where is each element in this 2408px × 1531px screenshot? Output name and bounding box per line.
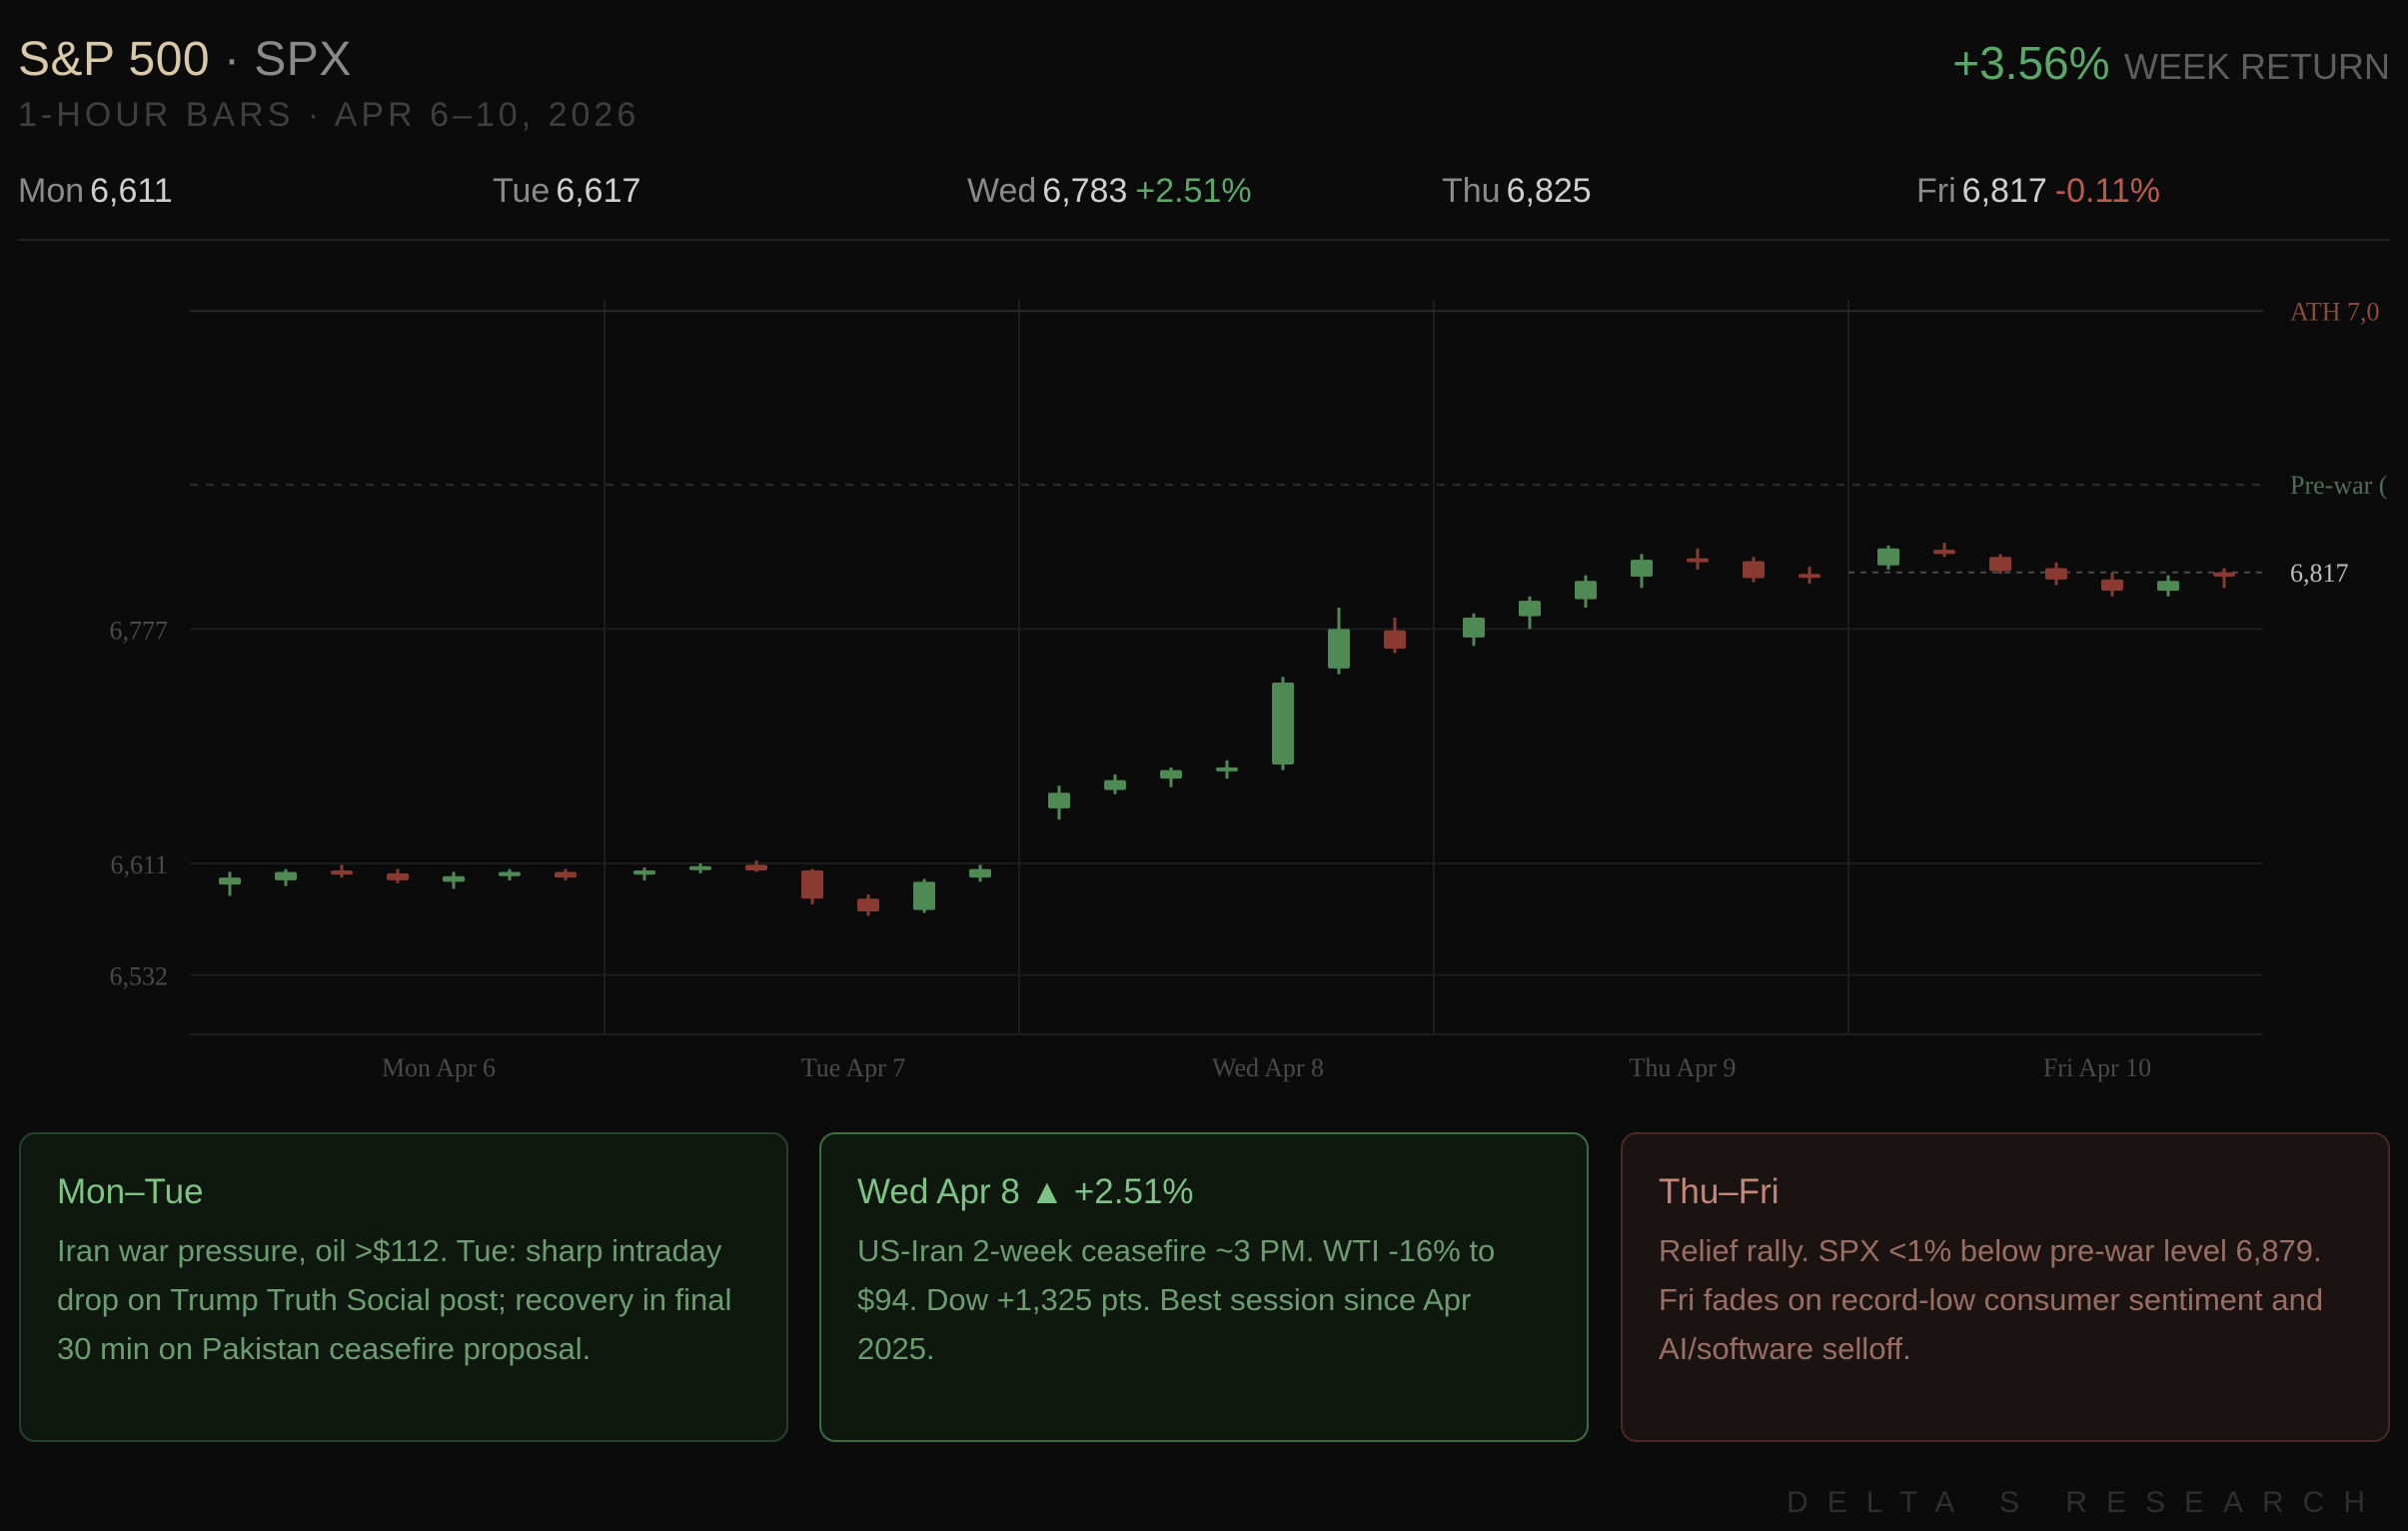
- candle-up: [913, 881, 935, 910]
- index-name: S&P 500: [18, 33, 211, 86]
- card-body: US-Iran 2-week ceasefire ~3 PM. WTI -16%…: [857, 1233, 1496, 1366]
- day-summary-tue: Tue 6,617: [493, 172, 640, 211]
- daily-summary-row: Mon 6,611 Tue 6,617 Wed 6,783 +2.51% Thu 6,82…: [18, 168, 2390, 228]
- x-tick-label: Wed Apr 8: [1212, 1053, 1324, 1082]
- day-summary-thu: Thu 6,825: [1442, 172, 1592, 211]
- candle-up: [1216, 766, 1238, 771]
- note-card-mon-tue: Mon–Tue Iran war pressure, oil >$112. Tu…: [19, 1132, 788, 1442]
- day-name: Fri: [1916, 172, 1956, 210]
- candle-down: [801, 870, 823, 899]
- candle-down: [1743, 561, 1765, 579]
- candle-down: [745, 864, 767, 871]
- candle-up: [275, 871, 297, 880]
- candle-up: [1575, 581, 1597, 600]
- day-change: -0.11%: [2054, 172, 2160, 210]
- candle-up: [1328, 629, 1350, 669]
- candle-up: [1519, 601, 1541, 617]
- header: S&P 500 · SPX 1-HOUR BARS · APR 6–10, 20…: [18, 24, 2390, 144]
- last-price-line-label: 6,817: [2290, 559, 2349, 588]
- card-title: Thu–Fri: [1659, 1172, 1780, 1211]
- ath-line-label: ATH 7,0: [2290, 297, 2380, 326]
- day-summary-fri: Fri 6,817 -0.11%: [1916, 172, 2160, 211]
- note-card-thu-fri: Thu–Fri Relief rally. SPX <1% below pre-…: [1621, 1132, 2390, 1442]
- candle-down: [2045, 568, 2067, 580]
- candle-down: [1384, 630, 1406, 650]
- card-title: Mon–Tue: [57, 1172, 204, 1211]
- day-summary-wed: Wed 6,783 +2.51%: [967, 172, 1252, 211]
- candle-up: [1160, 769, 1182, 779]
- candle-down: [1933, 550, 1955, 555]
- candle-up: [689, 865, 711, 870]
- card-body: Relief rally. SPX <1% below pre-war leve…: [1659, 1233, 2324, 1366]
- day-close: 6,617: [556, 172, 641, 210]
- chart-subtitle: 1-HOUR BARS · APR 6–10, 2026: [18, 96, 640, 134]
- day-name: Tue: [493, 172, 551, 210]
- page-title: S&P 500 · SPX: [18, 32, 352, 87]
- day-name: Thu: [1442, 172, 1501, 210]
- note-card-wed: Wed Apr 8 ▲ +2.51% US-Iran 2-week ceasef…: [819, 1132, 1589, 1442]
- y-tick-label: 6,532: [110, 962, 169, 991]
- ticker-symbol: SPX: [254, 33, 352, 86]
- week-return: +3.56% WEEK RETURN: [1952, 36, 2390, 90]
- x-tick-label: Thu Apr 9: [1630, 1053, 1737, 1082]
- card-body: Iran war pressure, oil >$112. Tue: sharp…: [57, 1233, 732, 1366]
- candle-up: [1463, 618, 1485, 638]
- day-name: Wed: [967, 172, 1037, 210]
- day-summary-mon: Mon 6,611: [18, 172, 173, 211]
- footer-brand: DELTA S RESEARCH: [1787, 1486, 2384, 1519]
- y-tick-label: 6,777: [110, 616, 169, 645]
- title-separator: ·: [223, 33, 241, 86]
- y-tick-label: 6,611: [110, 850, 168, 879]
- candle-up: [1048, 792, 1070, 808]
- day-close: 6,783: [1042, 172, 1128, 210]
- candle-up: [1877, 548, 1899, 566]
- candle-down: [387, 872, 409, 880]
- week-return-label: WEEK RETURN: [2123, 46, 2390, 87]
- pre-war-line-label: Pre-war (: [2290, 471, 2387, 500]
- candle-up: [1272, 683, 1294, 766]
- card-title: Wed Apr 8 ▲ +2.51%: [857, 1172, 1194, 1211]
- candle-up: [1104, 779, 1126, 790]
- x-tick-label: Tue Apr 7: [801, 1053, 906, 1082]
- candle-down: [2213, 572, 2235, 578]
- candle-down: [857, 898, 879, 912]
- candle-down: [331, 870, 353, 875]
- x-tick-label: Fri Apr 10: [2043, 1053, 2151, 1082]
- day-name: Mon: [18, 172, 85, 210]
- header-divider: [18, 239, 2390, 241]
- candle-up: [1631, 560, 1653, 578]
- candle-up: [2157, 581, 2179, 592]
- candle-down: [1989, 557, 2011, 572]
- candle-down: [2101, 579, 2123, 592]
- day-change: +2.51%: [1135, 172, 1252, 210]
- candle-up: [633, 870, 655, 875]
- candle-up: [969, 868, 991, 878]
- day-close: 6,611: [90, 172, 173, 210]
- candlestick-chart: 6,532 6,611 6,777 ATH 7,0 Pre-war ( 6,817 Mon …: [110, 297, 2388, 1082]
- candle-up: [219, 877, 241, 885]
- x-tick-label: Mon Apr 6: [382, 1053, 496, 1082]
- candle-up: [443, 875, 465, 882]
- day-close: 6,825: [1506, 172, 1592, 210]
- week-return-value: +3.56%: [1952, 37, 2110, 89]
- candle-up: [499, 871, 521, 876]
- candle-down: [1799, 574, 1820, 579]
- candle-down: [555, 871, 577, 878]
- candle-down: [1687, 558, 1709, 563]
- day-close: 6,817: [1961, 172, 2047, 210]
